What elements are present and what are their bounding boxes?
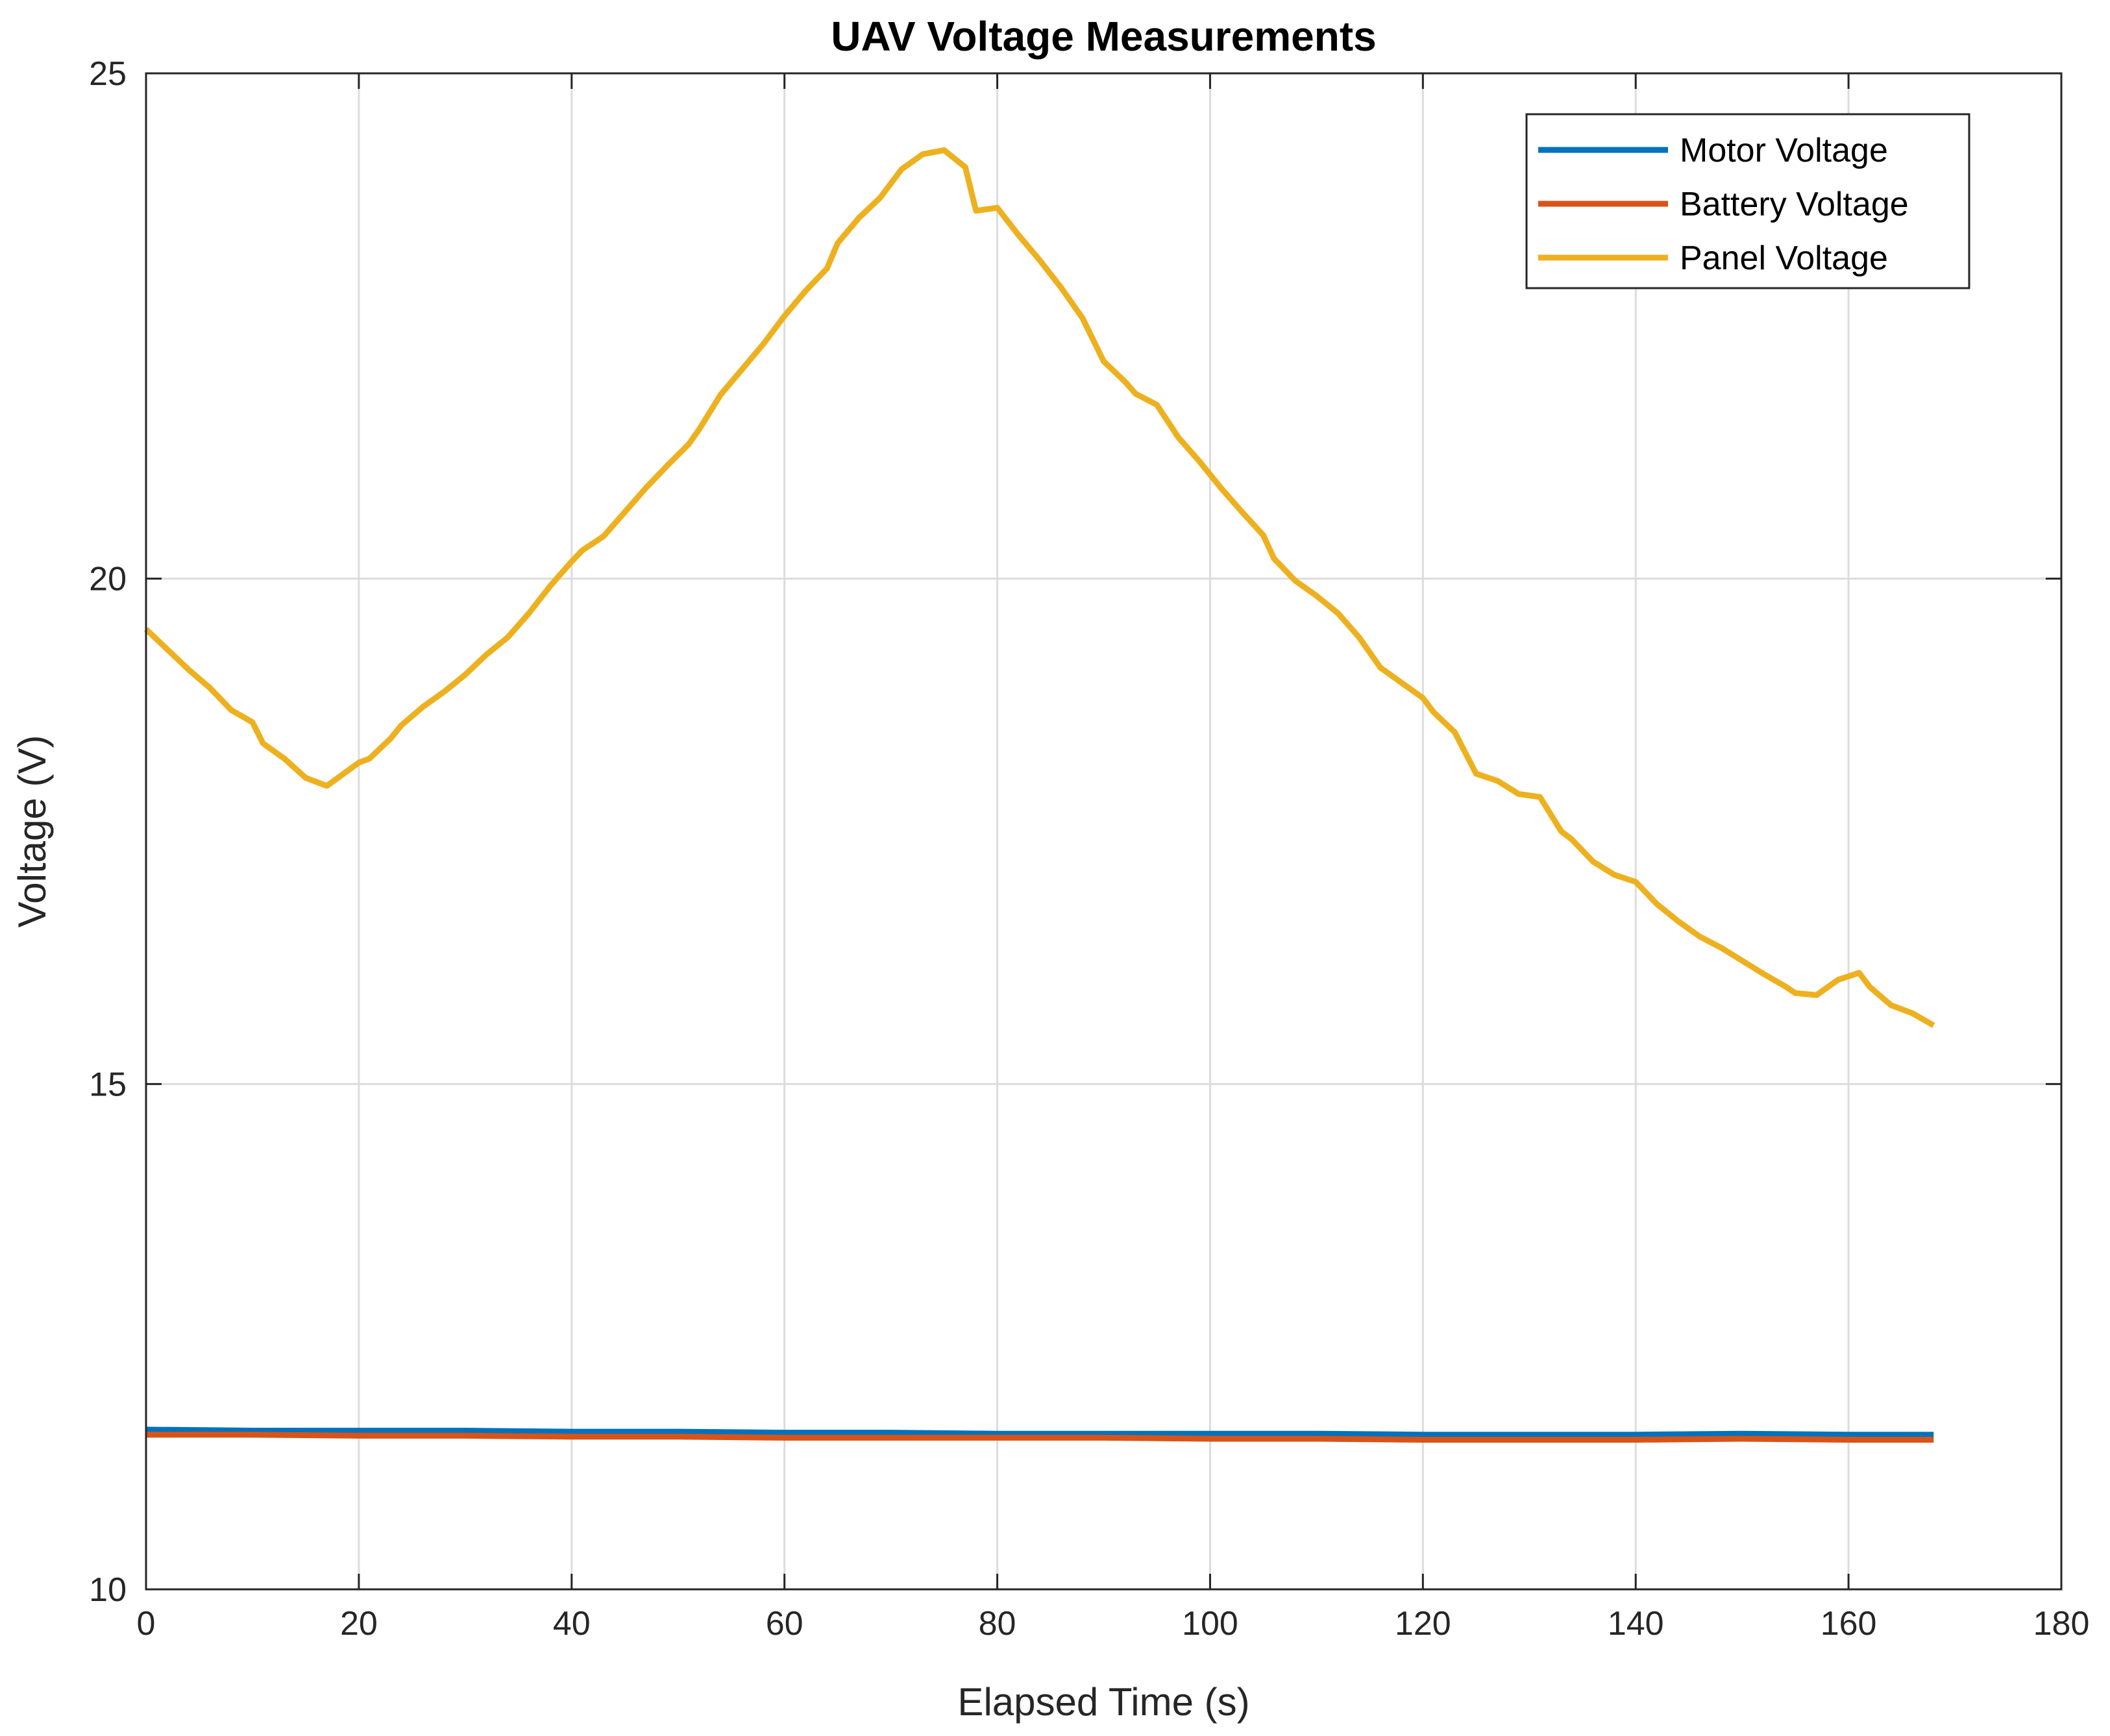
x-tick-label: 160 xyxy=(1821,1605,1877,1643)
legend-label: Panel Voltage xyxy=(1680,239,1888,277)
x-tick-label: 20 xyxy=(340,1605,378,1643)
plot-frame xyxy=(145,72,2063,1591)
x-tick-label: 180 xyxy=(2033,1605,2090,1643)
y-tick-label: 20 xyxy=(89,561,127,598)
x-tick-label: 80 xyxy=(979,1605,1016,1643)
x-tick-label: 0 xyxy=(137,1605,156,1643)
series-lines xyxy=(143,147,1935,1443)
y-tick-label: 15 xyxy=(89,1066,127,1103)
y-tick-label: 10 xyxy=(89,1571,127,1609)
grid-lines xyxy=(146,73,2061,1589)
x-tick-label: 40 xyxy=(553,1605,591,1643)
x-tick-label: 140 xyxy=(1608,1605,1664,1643)
axis-ticks xyxy=(145,72,2063,1591)
x-tick-labels: 0 20 40 60 80 100 120 140 160 180 xyxy=(137,1605,2090,1643)
x-tick-label: 60 xyxy=(766,1605,804,1643)
series-line-panel-voltage xyxy=(143,147,1935,1028)
y-axis-label: Voltage (V) xyxy=(10,735,54,928)
x-axis-label: Elapsed Time (s) xyxy=(957,1680,1249,1724)
legend-items: Motor Voltage Battery Voltage Panel Voltag… xyxy=(1538,132,1909,277)
legend-label: Motor Voltage xyxy=(1680,132,1888,169)
x-tick-label: 120 xyxy=(1395,1605,1451,1643)
chart-title: UAV Voltage Measurements xyxy=(831,13,1377,60)
series-line-battery-voltage xyxy=(146,1432,1934,1443)
x-tick-label: 100 xyxy=(1182,1605,1238,1643)
series-line-motor-voltage xyxy=(145,1426,1934,1438)
legend-label: Battery Voltage xyxy=(1680,186,1909,223)
y-tick-label: 25 xyxy=(89,55,127,93)
legend: Motor Voltage Battery Voltage Panel Voltag… xyxy=(1525,113,1970,289)
y-tick-labels: 10 15 20 25 xyxy=(89,55,127,1609)
